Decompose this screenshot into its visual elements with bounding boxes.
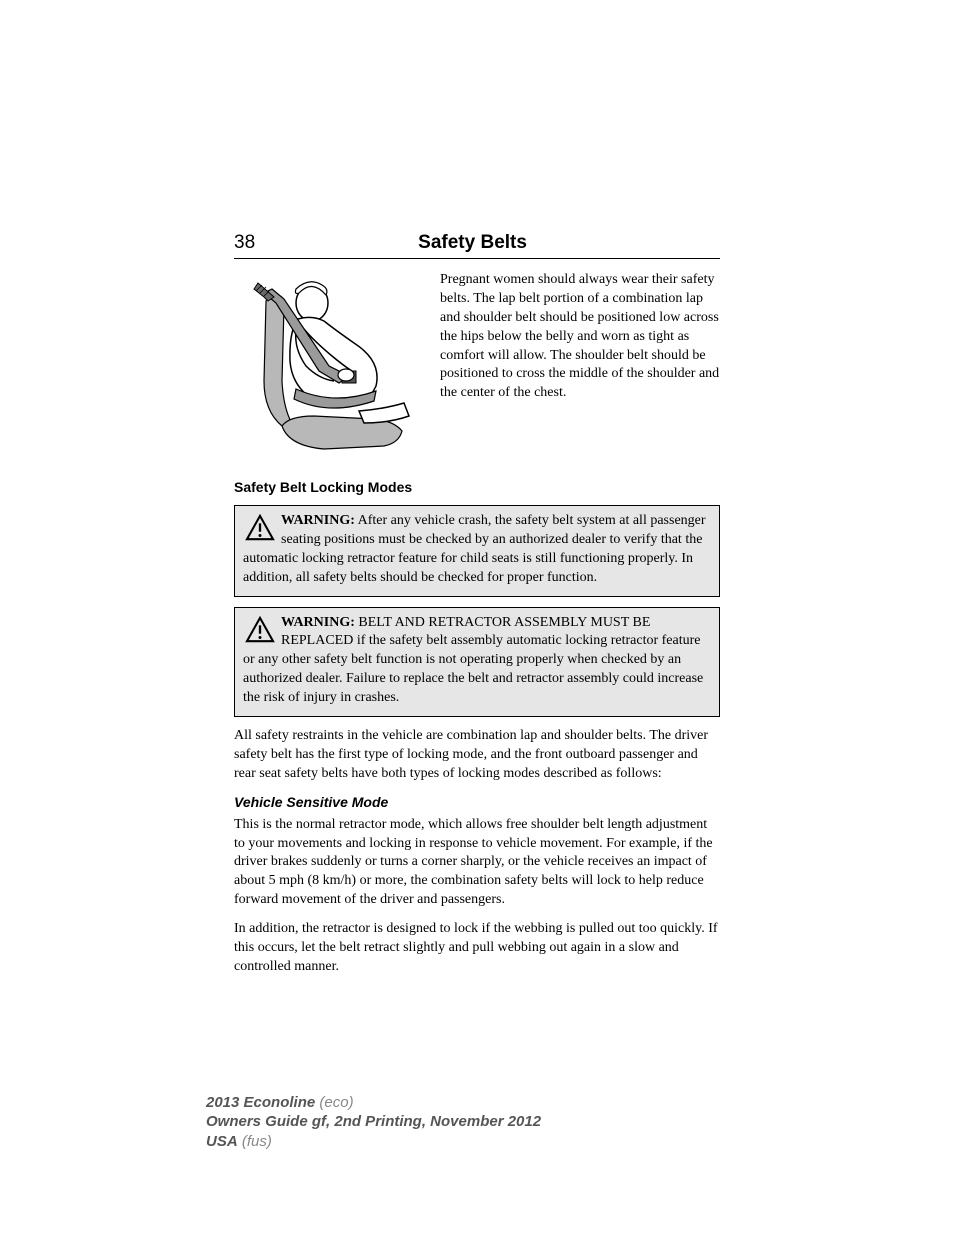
footer-line-3: USA (fus) (206, 1132, 541, 1152)
vehicle-sensitive-heading: Vehicle Sensitive Mode (234, 794, 720, 810)
footer-model: 2013 Econoline (206, 1094, 315, 1111)
warning-label-1: WARNING: (281, 513, 355, 528)
footer-line-2: Owners Guide gf, 2nd Printing, November … (206, 1112, 541, 1132)
section-title: Safety Belts (225, 232, 720, 254)
page-header: 38 Safety Belts (234, 232, 720, 259)
footer-code-2: (fus) (238, 1133, 272, 1150)
footer-line-1: 2013 Econoline (eco) (206, 1093, 541, 1113)
footer-region: USA (206, 1133, 238, 1150)
warning-box-2: WARNING: BELT AND RETRACTOR ASSEMBLY MUS… (234, 607, 720, 717)
warning-triangle-icon (245, 616, 275, 644)
footer-code-1: (eco) (315, 1094, 353, 1111)
vehicle-sensitive-para-2: In addition, the retractor is designed t… (234, 920, 720, 977)
vehicle-sensitive-para-1: This is the normal retractor mode, which… (234, 816, 720, 910)
intro-paragraph: Pregnant women should always wear their … (440, 271, 720, 461)
warning-triangle-icon (245, 514, 275, 542)
page-content: 38 Safety Belts (0, 0, 954, 977)
locking-modes-heading: Safety Belt Locking Modes (234, 479, 720, 495)
restraints-paragraph: All safety restraints in the vehicle are… (234, 727, 720, 784)
intro-row: Pregnant women should always wear their … (234, 271, 720, 461)
seatbelt-illustration (234, 271, 424, 461)
page-footer: 2013 Econoline (eco) Owners Guide gf, 2n… (206, 1093, 541, 1152)
warning-label-2: WARNING: (281, 615, 355, 630)
warning-box-1: WARNING: After any vehicle crash, the sa… (234, 505, 720, 597)
